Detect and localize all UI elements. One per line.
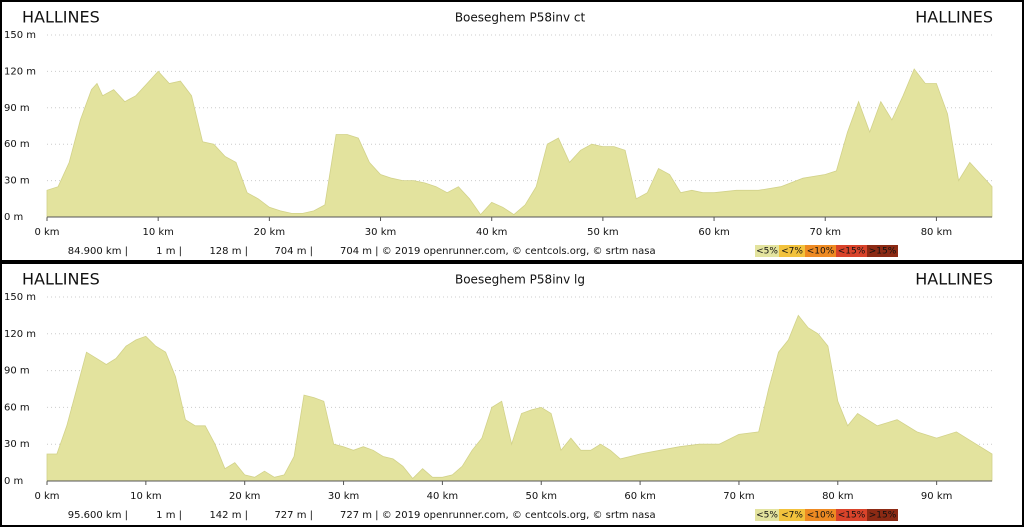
x-tick-label: 70 km (723, 491, 754, 502)
x-tick-label: 0 km (34, 227, 59, 238)
legend-swatch (836, 245, 867, 257)
x-tick-label: 20 km (229, 491, 260, 502)
legend-label: <10% (807, 511, 835, 521)
frame (0, 262, 1024, 527)
legend-label: >15% (869, 511, 897, 521)
x-tick-label: 50 km (526, 491, 557, 502)
chart-title: Boeseghem P58inv lg (455, 273, 585, 287)
footer-stat: 727 m | (274, 510, 313, 521)
elevation-chart: HALLINES HALLINES Boeseghem P58inv lg 0 m 30… (0, 262, 1024, 527)
chart-title: Boeseghem P58inv ct (455, 11, 586, 25)
x-tick-label: 30 km (365, 227, 396, 238)
y-tick-label: 30 m (4, 439, 30, 450)
y-tick-label: 60 m (4, 402, 30, 413)
footer-stat: 704 m | © 2019 openrunner.com, © centcol… (340, 246, 656, 257)
legend-swatch (867, 509, 898, 521)
y-tick-label: 0 m (4, 212, 23, 223)
x-tick-label: 10 km (130, 491, 161, 502)
start-label: HALLINES (22, 270, 100, 289)
x-tick-label: 50 km (587, 227, 618, 238)
elevation-area (46, 314, 993, 482)
legend-swatch (755, 509, 779, 521)
y-tick-label: 90 m (4, 366, 30, 377)
legend-swatch (805, 509, 836, 521)
y-tick-label: 150 m (4, 292, 36, 303)
legend-swatch (805, 245, 836, 257)
legend-label: >15% (869, 247, 897, 257)
legend-label: <15% (838, 511, 866, 521)
x-tick-label: 60 km (698, 227, 729, 238)
x-tick-label: 80 km (921, 227, 952, 238)
elevation-area (46, 68, 993, 218)
start-label: HALLINES (22, 8, 100, 27)
x-tick-label: 10 km (142, 227, 173, 238)
footer-stat: 704 m | (274, 246, 313, 257)
footer-stat: 84.900 km | (68, 246, 128, 257)
x-tick-label: 40 km (476, 227, 507, 238)
x-tick-label: 60 km (624, 491, 655, 502)
end-label: HALLINES (915, 8, 993, 27)
legend-label: <15% (838, 247, 866, 257)
footer-stat: 128 m | (209, 246, 248, 257)
legend-label: <7% (781, 511, 803, 521)
legend-label: <5% (756, 511, 778, 521)
end-label: HALLINES (915, 270, 993, 289)
x-tick-label: 80 km (822, 491, 853, 502)
footer-stat: 95.600 km | (68, 510, 128, 521)
x-tick-label: 70 km (810, 227, 841, 238)
x-tick-label: 30 km (328, 491, 359, 502)
y-tick-label: 30 m (4, 176, 30, 187)
legend-swatch (867, 245, 898, 257)
elevation-chart: HALLINES HALLINES Boeseghem P58inv ct 0 m 30… (0, 0, 1024, 262)
y-tick-label: 60 m (4, 139, 30, 150)
footer-stat: 1 m | (156, 510, 182, 521)
legend-label: <10% (807, 247, 835, 257)
y-tick-label: 120 m (4, 66, 36, 77)
legend-label: <5% (756, 247, 778, 257)
footer-stat: 1 m | (156, 246, 182, 257)
frame (0, 0, 1024, 262)
y-tick-label: 90 m (4, 103, 30, 114)
x-tick-label: 90 km (921, 491, 952, 502)
footer-stat: 727 m | © 2019 openrunner.com, © centcol… (340, 510, 656, 521)
legend-swatch (779, 509, 805, 521)
y-tick-label: 0 m (4, 476, 23, 487)
y-tick-label: 120 m (4, 329, 36, 340)
legend-swatch (836, 509, 867, 521)
legend-swatch (779, 245, 805, 257)
x-tick-label: 0 km (34, 491, 59, 502)
x-tick-label: 40 km (427, 491, 458, 502)
y-tick-label: 150 m (4, 30, 36, 41)
footer-stat: 142 m | (209, 510, 248, 521)
legend-swatch (755, 245, 779, 257)
x-tick-label: 20 km (254, 227, 285, 238)
legend-label: <7% (781, 247, 803, 257)
